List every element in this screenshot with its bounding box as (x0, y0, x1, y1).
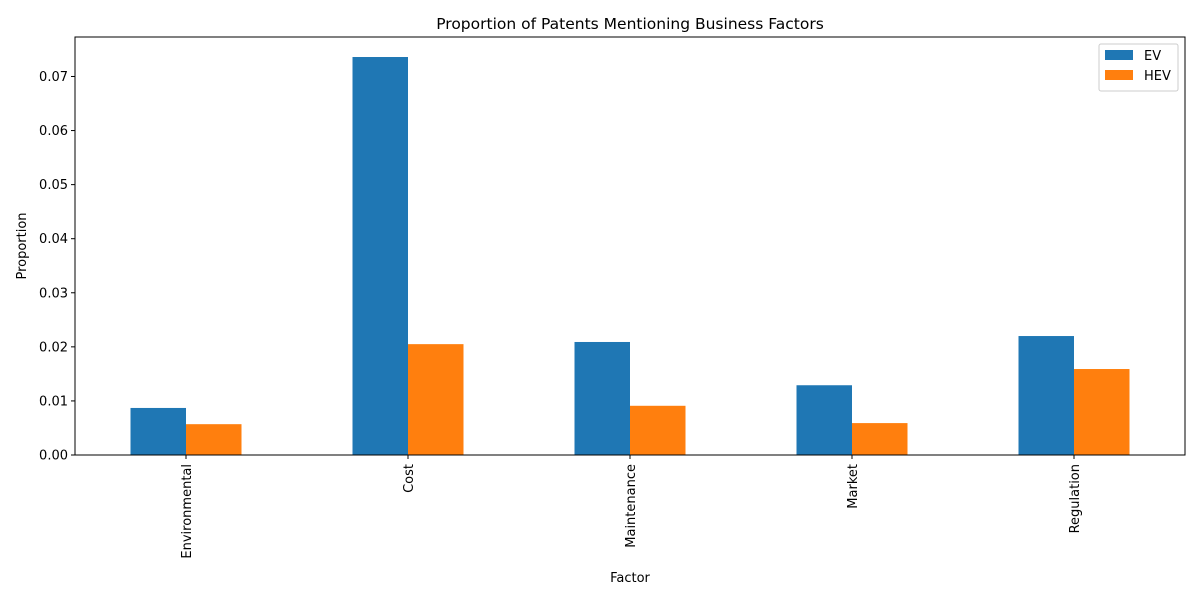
y-tick-label: 0.01 (39, 394, 68, 409)
bar-ev-cost (352, 57, 408, 456)
bar-ev-market (796, 385, 852, 455)
bar-ev-regulation (1018, 336, 1074, 455)
x-tick-label: Market (846, 464, 861, 509)
bar-ev-environmental (130, 407, 186, 455)
x-tick-label: Regulation (1068, 464, 1083, 533)
x-tick-label: Maintenance (624, 464, 639, 548)
x-tick-label: Cost (402, 464, 417, 493)
y-tick-label: 0.06 (39, 124, 68, 139)
chart-title: Proportion of Patents Mentioning Busines… (436, 15, 824, 33)
plot-frame (74, 36, 1186, 456)
bar-hev-environmental (186, 424, 242, 455)
x-axis: Environmental Cost Maintenance Market Regula… (180, 455, 1083, 559)
bar-hev-maintenance (630, 405, 686, 455)
bar-hev-cost (408, 344, 464, 455)
legend-swatch-hev (1105, 70, 1133, 80)
y-tick-label: 0.07 (39, 70, 68, 85)
legend-label-ev: EV (1144, 49, 1161, 64)
y-axis: 0.00 0.01 0.02 0.03 0.04 0.05 0.06 0.07 (39, 70, 75, 464)
x-tick-label: Environmental (180, 464, 195, 559)
bar-ev-maintenance (574, 341, 630, 455)
y-tick-label: 0.00 (39, 449, 68, 464)
legend-swatch-ev (1105, 50, 1133, 60)
y-tick-label: 0.03 (39, 286, 68, 301)
bar-hev-regulation (1074, 369, 1130, 455)
legend-label-hev: HEV (1144, 69, 1171, 84)
bars-group (130, 57, 1130, 456)
x-axis-label: Factor (610, 571, 650, 586)
y-tick-label: 0.04 (39, 232, 68, 247)
y-axis-label: Proportion (15, 212, 30, 279)
legend: EV HEV (1098, 43, 1179, 92)
y-tick-label: 0.02 (39, 340, 68, 355)
y-tick-label: 0.05 (39, 178, 68, 193)
bar-hev-market (852, 423, 908, 455)
